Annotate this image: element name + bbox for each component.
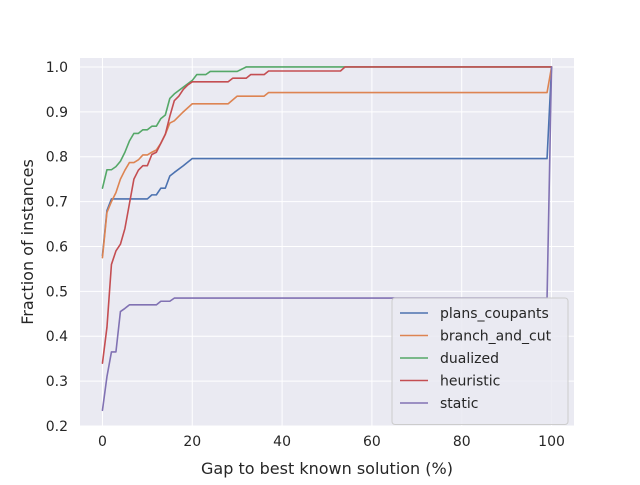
x-tick-label: 100 (538, 434, 565, 450)
y-axis-label: Fraction of instances (18, 159, 37, 325)
x-tick-label: 80 (453, 434, 471, 450)
y-tick-label: 0.5 (46, 284, 68, 300)
x-tick-label: 20 (183, 434, 201, 450)
series-line-dualized (101, 66, 553, 189)
legend-box (391, 297, 569, 425)
x-tick-label: 60 (363, 434, 381, 450)
y-tick-label: 0.4 (46, 329, 68, 345)
y-tick-label: 0.8 (46, 150, 68, 166)
x-tick-label: 40 (273, 434, 291, 450)
y-tick-label: 0.7 (46, 195, 68, 211)
tick-labels: 0 20 40 60 80 100 0.2 0.3 0.4 0.5 0.6 0.7 0.8 0.9 1.0 (46, 60, 565, 450)
legend: plans_coupants branch_and_cut dualized heur… (391, 297, 569, 425)
legend-label: branch_and_cut (440, 329, 552, 345)
y-tick-label: 1.0 (46, 60, 68, 76)
x-tick-label: 0 (98, 434, 107, 450)
series-line-heuristic (101, 66, 553, 364)
series-line-static (101, 66, 553, 412)
y-tick-label: 0.6 (46, 239, 68, 255)
legend-label: heuristic (440, 374, 500, 390)
y-tick-label: 0.9 (46, 105, 68, 121)
x-axis-label: Gap to best known solution (%) (201, 459, 453, 478)
y-tick-label: 0.3 (46, 374, 68, 390)
legend-label: static (440, 396, 478, 412)
legend-label: dualized (440, 351, 499, 367)
series-line-plans-coupants (101, 66, 553, 257)
y-tick-label: 0.2 (46, 419, 68, 435)
series-lines (101, 66, 553, 412)
legend-label: plans_coupants (440, 306, 549, 322)
